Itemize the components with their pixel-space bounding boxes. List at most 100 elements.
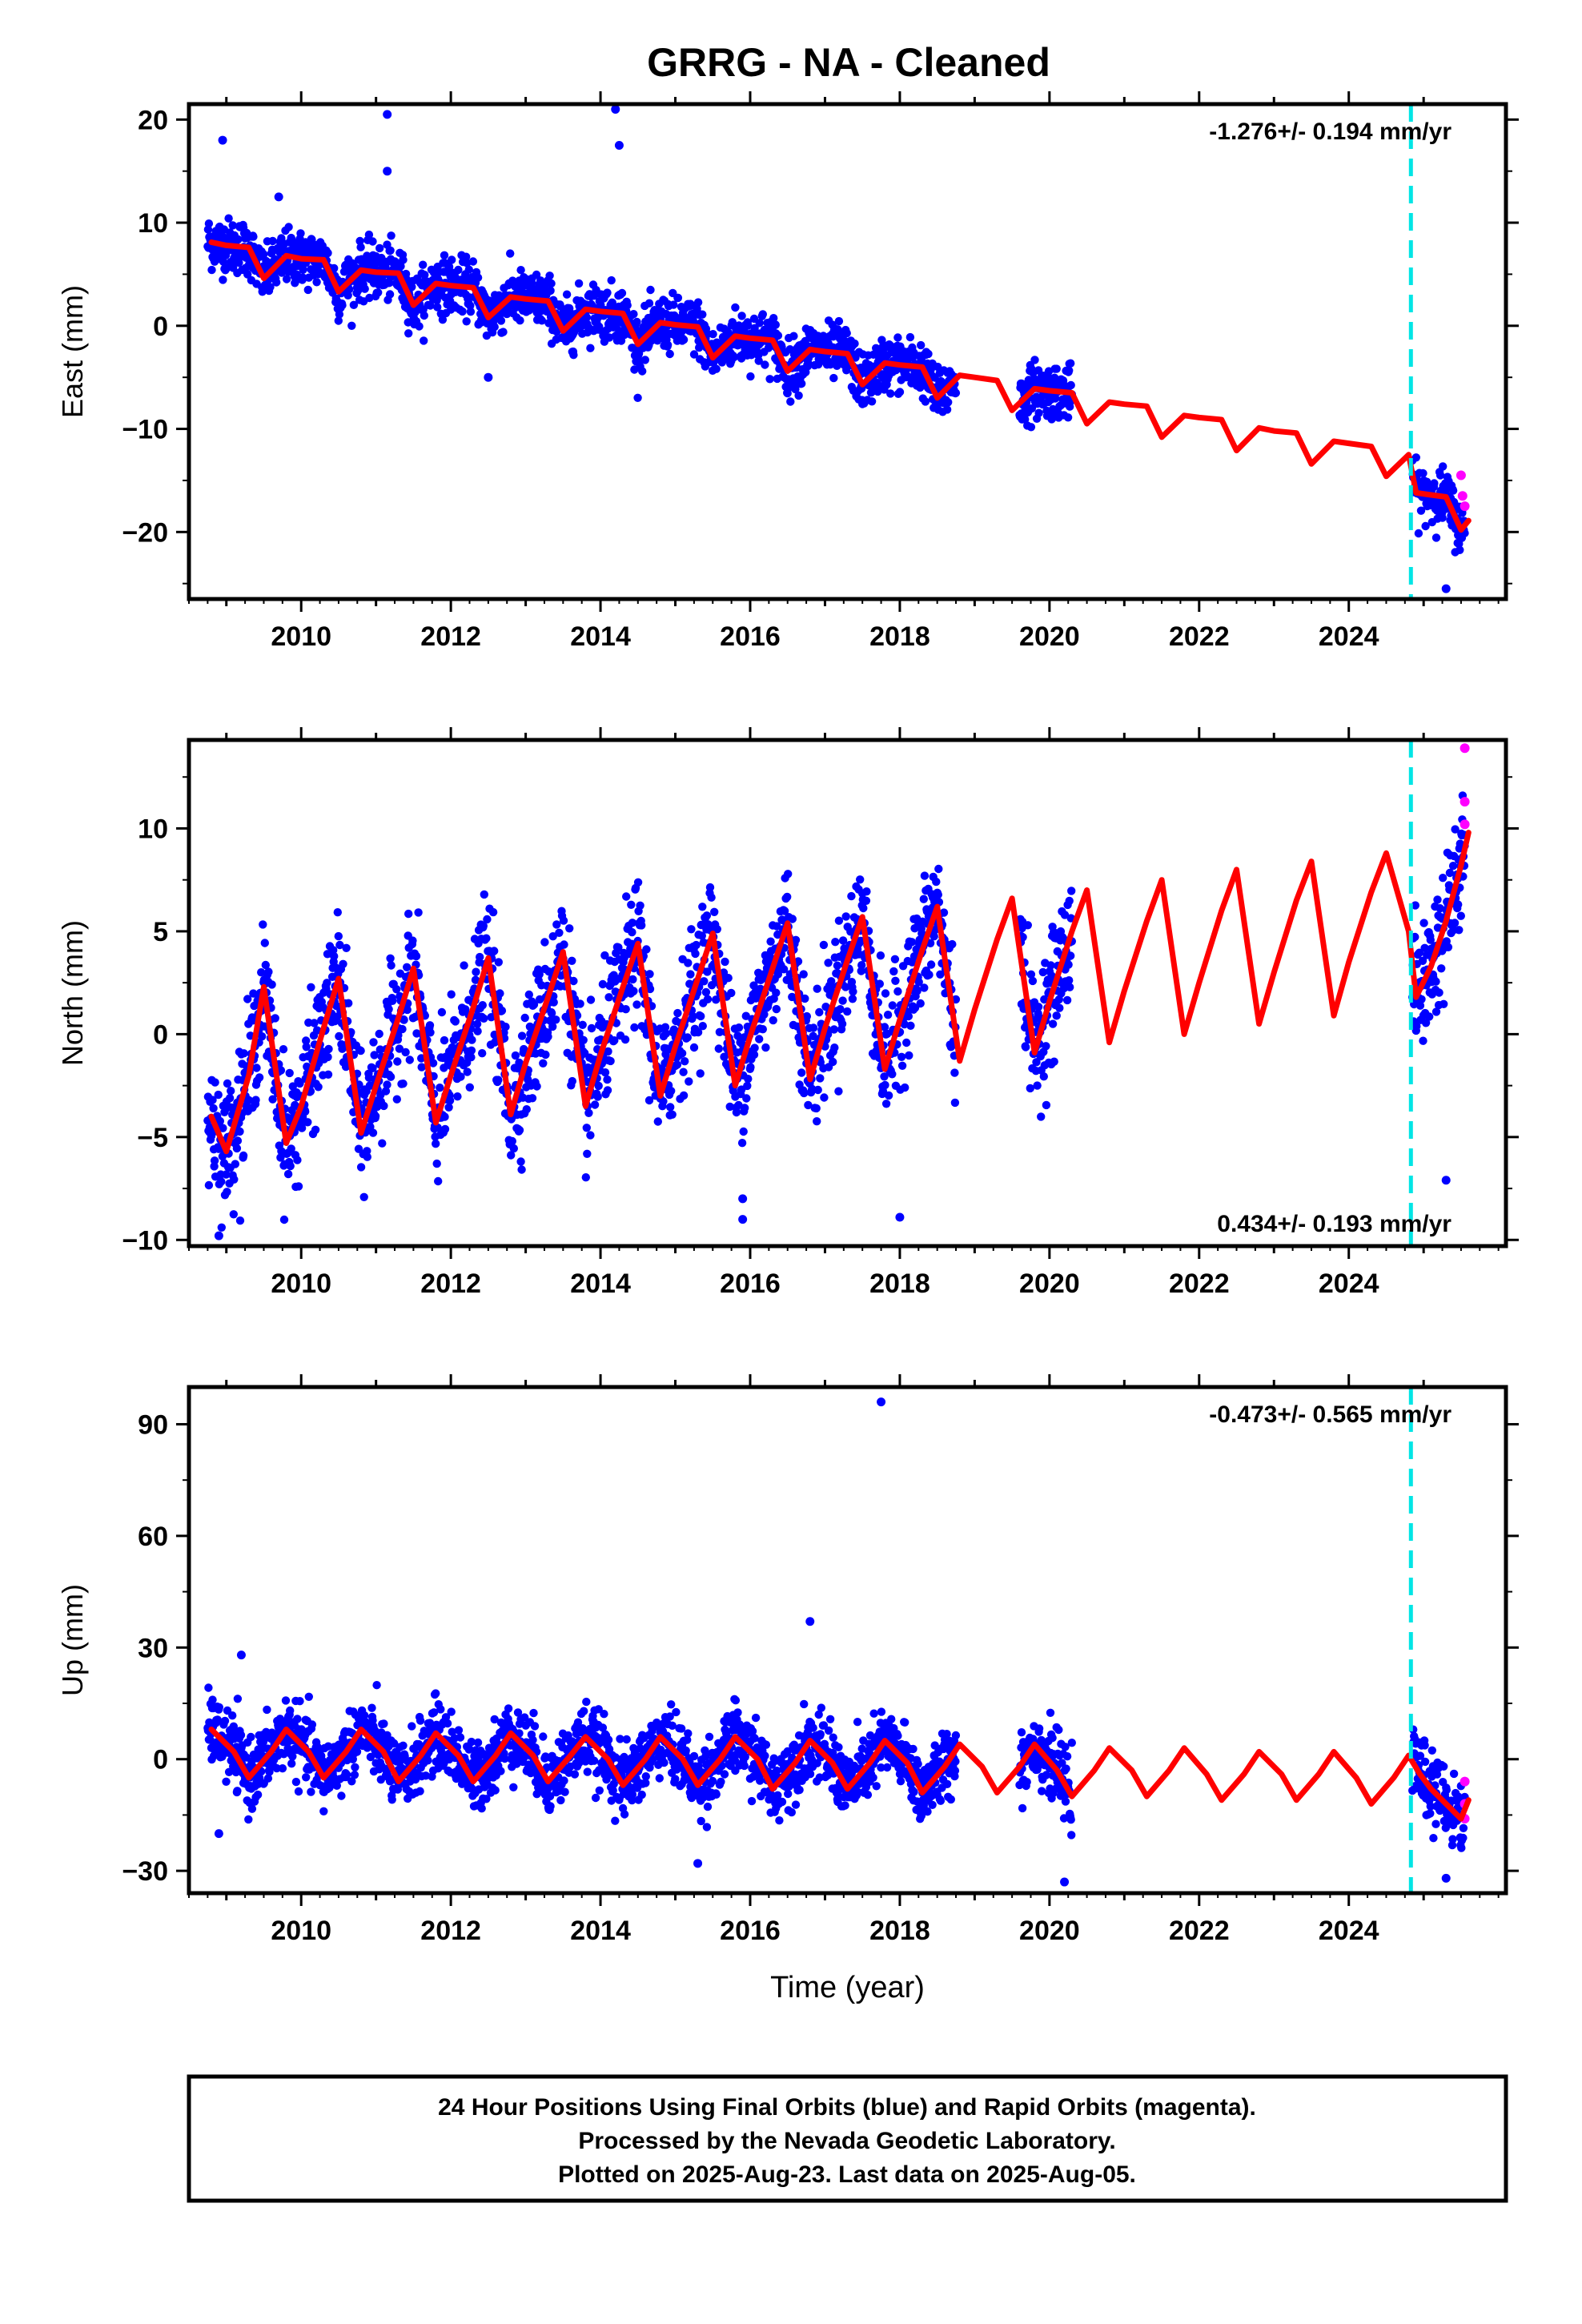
- y-tick-label: 20: [138, 105, 168, 135]
- east-final-orbit-points: [203, 104, 1469, 593]
- final-orbit-point: [813, 1085, 822, 1095]
- final-orbit-point: [606, 1056, 615, 1066]
- final-orbit-point: [471, 975, 480, 984]
- final-orbit-point: [783, 892, 792, 902]
- final-orbit-point: [403, 963, 412, 972]
- final-orbit-point: [283, 1169, 293, 1179]
- final-orbit-point: [893, 987, 902, 996]
- final-orbit-point: [632, 317, 641, 327]
- final-orbit-point: [1433, 895, 1442, 904]
- final-orbit-point: [204, 219, 214, 228]
- final-orbit-point: [1420, 943, 1429, 953]
- x-tick-label: 2024: [1319, 1269, 1379, 1299]
- final-orbit-point: [448, 255, 456, 264]
- final-orbit-point: [743, 1081, 752, 1091]
- final-orbit-point: [1445, 868, 1455, 878]
- final-orbit-point: [233, 1787, 242, 1795]
- final-orbit-point: [211, 1078, 219, 1087]
- final-orbit-point: [496, 989, 504, 998]
- final-orbit-point: [880, 1023, 889, 1031]
- final-orbit-point: [244, 1096, 253, 1105]
- final-orbit-point: [703, 995, 713, 1004]
- final-orbit-point: [700, 977, 709, 986]
- final-orbit-point: [1066, 380, 1075, 390]
- final-orbit-point: [707, 893, 716, 902]
- final-orbit-point: [463, 1068, 472, 1076]
- final-orbit-point: [285, 1068, 294, 1078]
- final-orbit-point: [515, 1729, 524, 1738]
- final-orbit-point: [1419, 1036, 1427, 1045]
- final-orbit-point: [841, 912, 850, 921]
- final-orbit-point: [562, 290, 572, 299]
- final-orbit-point: [330, 951, 339, 961]
- final-orbit-point: [689, 1043, 699, 1052]
- final-orbit-point: [1412, 1022, 1421, 1031]
- final-orbit-point: [804, 1100, 813, 1110]
- final-orbit-point: [333, 908, 342, 917]
- final-orbit-point: [847, 891, 856, 901]
- final-orbit-point: [876, 951, 885, 960]
- final-orbit-point: [1456, 545, 1464, 554]
- final-orbit-point: [813, 1117, 821, 1126]
- final-orbit-point: [260, 939, 269, 947]
- final-orbit-point: [420, 311, 428, 320]
- final-orbit-point: [791, 935, 801, 945]
- final-orbit-point: [786, 397, 795, 406]
- final-orbit-point: [350, 1771, 359, 1779]
- final-orbit-point: [685, 1077, 693, 1086]
- up-panel: 2010 2012 2014 2016 2018 2020 2022 2024−3003060…: [56, 1374, 1519, 2004]
- final-orbit-point: [219, 1124, 227, 1132]
- x-tick-label: 2010: [271, 621, 331, 652]
- final-orbit-point: [425, 1021, 435, 1030]
- final-orbit-point: [901, 1083, 909, 1092]
- outlier-point: [214, 1231, 223, 1240]
- final-orbit-point: [332, 1781, 341, 1790]
- final-orbit-point: [547, 279, 556, 288]
- outlier-point: [383, 110, 392, 119]
- final-orbit-point: [399, 1080, 408, 1088]
- final-orbit-point: [1052, 1011, 1061, 1020]
- final-orbit-point: [555, 928, 564, 938]
- final-orbit-point: [415, 322, 424, 331]
- final-orbit-point: [714, 1044, 723, 1053]
- final-orbit-point: [632, 1000, 641, 1009]
- final-orbit-point: [295, 1697, 304, 1706]
- final-orbit-point: [710, 907, 719, 917]
- final-orbit-point: [335, 940, 344, 950]
- final-orbit-point: [820, 1093, 829, 1102]
- x-tick-label: 2024: [1319, 621, 1379, 652]
- final-orbit-point: [925, 971, 934, 979]
- final-orbit-point: [207, 265, 216, 275]
- final-orbit-point: [453, 1092, 462, 1101]
- final-orbit-point: [666, 1103, 675, 1112]
- final-orbit-point: [263, 1705, 271, 1715]
- final-orbit-point: [284, 223, 293, 231]
- final-orbit-point: [466, 301, 475, 310]
- final-orbit-point: [761, 360, 769, 369]
- final-orbit-point: [454, 1726, 464, 1735]
- final-orbit-point: [509, 1783, 518, 1791]
- final-orbit-point: [873, 387, 882, 396]
- final-orbit-point: [1431, 533, 1441, 542]
- final-orbit-point: [1026, 1084, 1035, 1093]
- final-orbit-point: [356, 1046, 365, 1055]
- final-orbit-point: [364, 230, 374, 239]
- final-orbit-point: [620, 1035, 630, 1044]
- final-orbit-point: [681, 1057, 689, 1066]
- final-orbit-point: [1037, 1112, 1046, 1121]
- final-orbit-point: [217, 1177, 226, 1186]
- final-orbit-point: [919, 895, 929, 903]
- final-orbit-point: [598, 979, 608, 989]
- final-orbit-point: [1048, 1019, 1058, 1028]
- final-orbit-point: [480, 1014, 488, 1023]
- final-orbit-point: [799, 970, 808, 979]
- outlier-point: [611, 104, 620, 114]
- final-orbit-point: [236, 1731, 246, 1739]
- final-orbit-point: [323, 248, 332, 258]
- final-orbit-point: [1039, 1072, 1049, 1081]
- final-orbit-point: [741, 1011, 750, 1020]
- final-orbit-point: [386, 1072, 396, 1081]
- final-orbit-point: [208, 1096, 217, 1104]
- final-orbit-point: [356, 243, 365, 251]
- final-orbit-point: [1437, 964, 1446, 973]
